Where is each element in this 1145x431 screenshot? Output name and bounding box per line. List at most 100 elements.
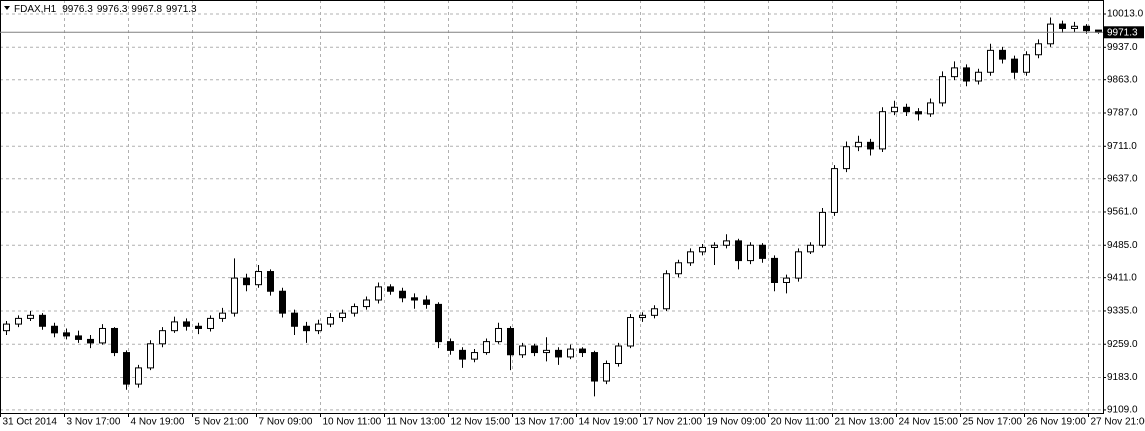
candle-body xyxy=(531,345,538,354)
x-tick-label: 4 Nov 19:00 xyxy=(131,417,185,428)
candle-body xyxy=(579,348,586,354)
candle-body xyxy=(891,106,898,113)
candle-body xyxy=(75,335,82,340)
candle-body xyxy=(543,349,550,354)
candle-body xyxy=(315,323,322,332)
y-tick-label: 9485.0 xyxy=(1107,240,1138,251)
candle-body xyxy=(915,111,922,115)
candle-body xyxy=(207,317,214,329)
candle-body xyxy=(483,341,490,354)
candle-body xyxy=(963,67,970,82)
candle-body xyxy=(819,211,826,246)
candle-body xyxy=(375,286,382,301)
candle-body xyxy=(855,141,862,148)
candle-body xyxy=(183,321,190,327)
x-tick-label: 26 Nov 19:00 xyxy=(1027,417,1087,428)
candle-body xyxy=(303,325,310,332)
candle-body xyxy=(603,363,610,382)
x-tick-label: 24 Nov 15:00 xyxy=(899,417,959,428)
y-tick-label: 9637.0 xyxy=(1107,173,1138,184)
candle-body xyxy=(459,349,466,360)
current-price-box xyxy=(1104,26,1144,39)
candle-body xyxy=(783,277,790,283)
candle-body xyxy=(27,314,34,319)
candle-body xyxy=(51,325,58,334)
candle-body xyxy=(1047,23,1054,45)
candle-body xyxy=(975,71,982,82)
header-low: 9967.8 xyxy=(131,4,162,15)
candle-body xyxy=(135,367,142,385)
candle-body xyxy=(987,49,994,73)
candle-body xyxy=(231,277,238,314)
candle-body xyxy=(1035,43,1042,56)
y-tick-label: 9711.0 xyxy=(1107,141,1137,152)
candle-body xyxy=(267,271,274,292)
x-tick-label: 3 Nov 17:00 xyxy=(67,417,121,428)
y-tick-label: 9937.0 xyxy=(1107,42,1138,53)
candle-body xyxy=(3,323,10,332)
y-tick-label: 9259.0 xyxy=(1107,339,1138,350)
candle-body xyxy=(387,286,394,292)
candle-body xyxy=(1011,58,1018,73)
candle-body xyxy=(63,332,70,337)
candle-body xyxy=(99,327,106,344)
y-tick-label: 9335.0 xyxy=(1107,306,1138,317)
candle-body xyxy=(879,111,886,150)
candle-body xyxy=(87,338,94,344)
candle-body xyxy=(699,246,706,253)
candle-body xyxy=(411,297,418,301)
candle-body xyxy=(327,317,334,325)
y-tick-label: 9411.0 xyxy=(1107,272,1137,283)
candle-body xyxy=(663,273,670,310)
candle-body xyxy=(807,244,814,253)
candle-body xyxy=(123,352,130,385)
x-tick-label: 27 Nov 21:00 xyxy=(1091,417,1145,428)
candle-body xyxy=(831,168,838,213)
header-open: 9976.3 xyxy=(62,4,93,15)
header-arrow xyxy=(4,6,10,10)
candle-body xyxy=(711,244,718,248)
y-tick-label: 9787.0 xyxy=(1107,108,1138,119)
candle-body xyxy=(423,299,430,305)
candle-body xyxy=(495,327,502,343)
candle-body xyxy=(351,306,358,314)
candle-body xyxy=(39,314,46,327)
candle-body xyxy=(1023,54,1030,73)
current-price-label: 9971.3 xyxy=(1107,27,1138,38)
candles xyxy=(3,17,1102,397)
x-tick-label: 12 Nov 15:00 xyxy=(451,417,511,428)
candle-body xyxy=(687,251,694,264)
candle-body xyxy=(591,352,598,382)
candle-body xyxy=(1059,23,1066,29)
x-tick-label: 13 Nov 17:00 xyxy=(515,417,575,428)
candle-body xyxy=(219,312,226,319)
x-tick-label: 21 Nov 13:00 xyxy=(835,417,895,428)
candle-body xyxy=(363,299,370,308)
candle-body xyxy=(939,76,946,104)
x-tick-label: 20 Nov 11:00 xyxy=(771,417,830,428)
x-tick-label: 14 Nov 19:00 xyxy=(579,417,639,428)
candle-body xyxy=(903,106,910,113)
plot-frame xyxy=(0,0,1104,414)
candle-body xyxy=(843,146,850,170)
candle-body xyxy=(279,290,286,314)
candle-body xyxy=(735,240,742,262)
candle-body xyxy=(675,262,682,275)
x-tick-label: 7 Nov 09:00 xyxy=(259,417,313,428)
candle-body xyxy=(723,240,730,246)
candle-body xyxy=(507,327,514,356)
candle-body xyxy=(795,251,802,279)
header-high: 9976.3 xyxy=(97,4,128,15)
candle-body xyxy=(111,327,118,354)
y-tick-label: 9863.0 xyxy=(1107,74,1138,85)
candle-body xyxy=(951,67,958,78)
candle-body xyxy=(999,49,1006,60)
candle-body xyxy=(1083,25,1090,32)
candle-body xyxy=(639,314,646,319)
chart-header: FDAX,H1 9976.3 9976.3 9967.8 9971.3 xyxy=(14,4,197,15)
y-tick-label: 10013.0 xyxy=(1107,9,1144,20)
candle-body xyxy=(615,345,622,365)
candle-body xyxy=(651,308,658,316)
